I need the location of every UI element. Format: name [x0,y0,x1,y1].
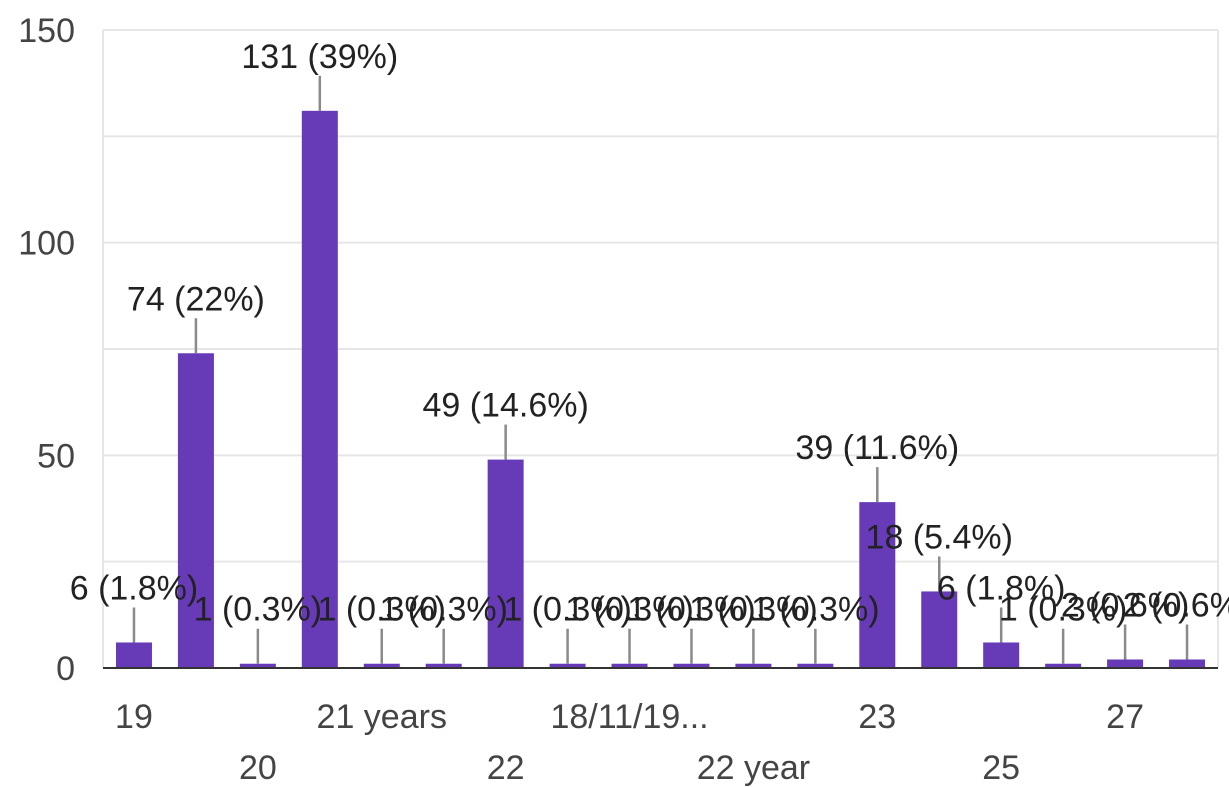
y-tick-label: 150 [18,12,75,50]
bar[interactable] [859,502,896,668]
x-tick-label: 22 year [697,749,810,787]
y-tick-label: 100 [18,225,75,263]
x-tick-label: 25 [982,749,1020,787]
data-label: 6 (1.8%) [70,569,199,607]
data-label: 1 (0.3%) [318,591,447,629]
bar[interactable] [921,591,958,668]
bar[interactable] [115,642,152,668]
x-tick-label: 21 years [317,698,447,736]
data-label: 74 (22%) [127,280,265,318]
x-tick-label: 18/11/19... [550,698,708,736]
bar[interactable] [301,110,338,668]
x-axis-tick-labels: 19 20 21 years 22 18/11/19... 22 year 23 25 27 [115,698,1144,787]
data-label: 6 (1.8%) [937,569,1066,607]
data-label: 1 (0.3%) [565,591,694,629]
bar[interactable] [983,642,1020,668]
bar[interactable] [1169,659,1206,668]
gridlines [102,29,1219,668]
bar[interactable] [487,459,524,668]
bar[interactable] [611,663,648,668]
y-axis-tick-labels: 0 50 100 150 [18,12,75,688]
x-tick-label: 22 [487,749,525,787]
bars [115,110,1206,668]
bar[interactable] [1107,659,1144,668]
bar[interactable] [673,663,710,668]
data-label: 18 (5.4%) [866,518,1013,556]
data-label: 1 (0.3%) [627,591,756,629]
data-label: 2 (0.6%) [1123,586,1229,624]
bar[interactable] [1045,663,1082,668]
data-label-leaders [132,75,1189,664]
data-label: 1 (0.3%) [379,591,508,629]
data-label: 1 (0.3%) [999,591,1128,629]
bar[interactable] [363,663,400,668]
bar[interactable] [549,663,586,668]
bar[interactable] [425,663,462,668]
x-tick-label: 19 [115,698,153,736]
bar[interactable] [735,663,772,668]
bar[interactable] [177,353,214,668]
data-label: 131 (39%) [241,38,398,76]
data-label: 49 (14.6%) [422,387,588,425]
y-tick-label: 50 [37,437,75,475]
data-label: 1 (0.3%) [751,591,880,629]
x-tick-label: 20 [239,749,277,787]
bar[interactable] [239,663,276,668]
x-tick-label: 23 [858,698,896,736]
data-label: 39 (11.6%) [795,429,959,467]
y-tick-label: 0 [56,650,75,688]
data-label: 1 (0.3%) [194,591,323,629]
data-labels: 6 (1.8%) 74 (22%) 1 (0.3%) 131 (39%) 1 (0.3%… [70,38,1229,629]
x-tick-label: 27 [1106,698,1144,736]
data-label: 2 (0.6%) [1061,586,1190,624]
data-label: 1 (0.3%) [689,591,818,629]
data-label: 1 (0.3%) [503,591,632,629]
bar[interactable] [797,663,834,668]
